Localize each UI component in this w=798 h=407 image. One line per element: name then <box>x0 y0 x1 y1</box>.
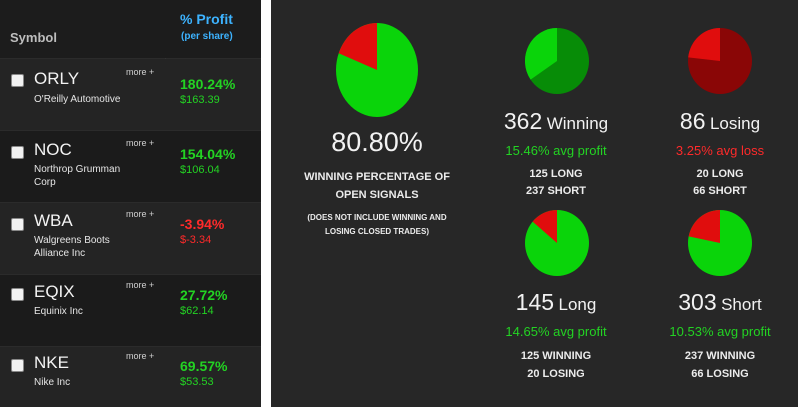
winning-label: Winning <box>546 114 609 133</box>
symbol-column-header[interactable]: Symbol <box>10 30 57 45</box>
losing-short-count: 66 SHORT <box>693 185 747 197</box>
long-win-loss-pie <box>525 210 589 276</box>
profit-percent: 69.57% <box>180 358 228 374</box>
company-name: Walgreens Boots Alliance Inc <box>34 235 110 259</box>
short-stat: 303 Short <box>640 289 798 316</box>
table-row[interactable]: WBA more + Walgreens Boots Alliance Inc … <box>0 203 261 275</box>
closed-trades-note-2: LOSING CLOSED TRADES) <box>324 227 429 236</box>
short-label: Short <box>721 295 762 314</box>
company-name: O'Reilly Automotive <box>34 94 121 105</box>
ticker-symbol[interactable]: NOC <box>34 140 72 159</box>
pie-slice-losing <box>688 210 720 243</box>
short-avg-profit: 10.53% avg profit <box>669 324 771 339</box>
signals-summary-panel: 80.80% WINNING PERCENTAGE OF OPEN SIGNAL… <box>271 0 798 407</box>
short-count: 303 <box>678 289 717 315</box>
short-losing-count: 66 LOSING <box>691 368 749 380</box>
profit-percent: 27.72% <box>180 287 228 303</box>
more-link[interactable]: more + <box>126 351 155 361</box>
table-row[interactable]: EQIX more + Equinix Inc 27.72% $62.14 <box>0 275 261 347</box>
row-checkbox[interactable] <box>11 146 24 159</box>
losing-stat: 86 Losing <box>640 108 798 135</box>
company-name: Northrop Grumman Corp <box>34 164 121 188</box>
losing-long-count: 20 LONG <box>696 168 744 180</box>
table-row[interactable]: NKE more + Nike Inc 69.57% $53.53 <box>0 347 261 407</box>
losing-long-short-pie <box>688 28 752 94</box>
winning-short-count: 237 SHORT <box>526 185 586 197</box>
signals-table: Symbol % Profit (per share) ORLY more + … <box>0 0 261 407</box>
closed-trades-note-1: (DOES NOT INCLUDE WINNING AND <box>307 213 447 222</box>
profit-amount: $-3.34 <box>180 234 212 246</box>
losing-avg-loss: 3.25% avg loss <box>675 143 765 158</box>
long-count: 145 <box>515 289 555 315</box>
profit-amount: $53.53 <box>180 376 214 388</box>
table-header: Symbol % Profit (per share) <box>0 0 261 59</box>
table-row[interactable]: ORLY more + O'Reilly Automotive 180.24% … <box>0 59 261 131</box>
winning-avg-profit: 15.46% avg profit <box>505 143 607 158</box>
profit-amount: $163.39 <box>180 94 220 106</box>
row-checkbox[interactable] <box>11 218 24 231</box>
winning-percentage-pie <box>336 23 418 117</box>
short-win-loss-pie <box>688 210 752 276</box>
winning-percentage-caption-1: WINNING PERCENTAGE OF <box>304 171 450 183</box>
winning-count: 362 <box>503 108 543 134</box>
row-checkbox[interactable] <box>11 74 24 87</box>
long-stat: 145 Long <box>476 289 636 316</box>
profit-percent: -3.94% <box>180 216 225 232</box>
winning-long-count: 125 LONG <box>529 168 583 180</box>
short-winning-count: 237 WINNING <box>684 350 756 362</box>
table-row[interactable]: NOC more + Northrop Grumman Corp 154.04%… <box>0 131 261 203</box>
row-checkbox[interactable] <box>11 359 24 372</box>
long-winning-count: 125 WINNING <box>520 350 592 362</box>
winning-percentage-value: 80.80% <box>331 127 423 157</box>
ticker-symbol[interactable]: WBA <box>34 211 73 230</box>
pie-slice-long <box>525 28 557 80</box>
profit-amount: $62.14 <box>180 305 214 317</box>
row-checkbox[interactable] <box>11 288 24 301</box>
winning-percentage-block: 80.80% <box>271 127 483 158</box>
pie-slice-long <box>688 28 720 61</box>
pie-slice-losing <box>338 23 377 70</box>
profit-percent: 180.24% <box>180 76 236 92</box>
winning-stat: 362 Winning <box>476 108 636 135</box>
winning-long-short-pie <box>525 28 589 94</box>
profit-amount: $106.04 <box>180 164 220 176</box>
losing-label: Losing <box>709 114 761 133</box>
more-link[interactable]: more + <box>126 280 155 290</box>
ticker-symbol[interactable]: EQIX <box>34 282 75 301</box>
ticker-symbol[interactable]: ORLY <box>34 69 80 88</box>
profit-percent: 154.04% <box>180 146 236 162</box>
ticker-symbol[interactable]: NKE <box>34 353 69 372</box>
more-link[interactable]: more + <box>126 67 155 77</box>
long-label: Long <box>558 295 597 314</box>
winning-percentage-caption-2: OPEN SIGNALS <box>335 189 419 201</box>
long-avg-profit: 14.65% avg profit <box>505 324 607 339</box>
profit-column-subheader: (per share) <box>181 31 233 42</box>
more-link[interactable]: more + <box>126 209 155 219</box>
company-name: Equinix Inc <box>34 306 83 317</box>
panel-gap <box>261 0 271 407</box>
pie-slice-losing <box>532 210 557 243</box>
profit-column-header[interactable]: % Profit <box>180 11 233 27</box>
more-link[interactable]: more + <box>126 138 155 148</box>
long-losing-count: 20 LOSING <box>527 368 585 380</box>
losing-count: 86 <box>679 108 706 134</box>
company-name: Nike Inc <box>34 377 71 388</box>
